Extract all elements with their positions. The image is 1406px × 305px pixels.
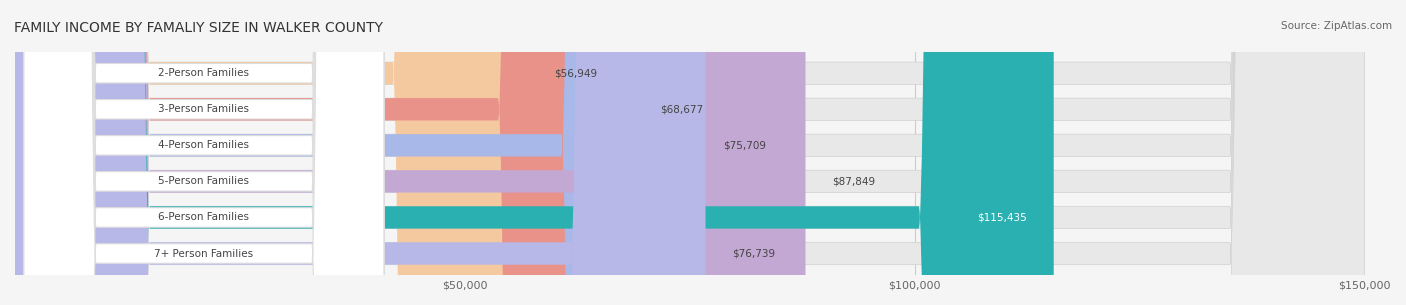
FancyBboxPatch shape	[15, 0, 1365, 305]
Text: $56,949: $56,949	[554, 68, 598, 78]
FancyBboxPatch shape	[24, 0, 384, 305]
Text: $75,709: $75,709	[723, 140, 766, 150]
FancyBboxPatch shape	[24, 0, 384, 305]
FancyBboxPatch shape	[24, 0, 384, 305]
FancyBboxPatch shape	[15, 0, 527, 305]
FancyBboxPatch shape	[15, 0, 1365, 305]
FancyBboxPatch shape	[15, 0, 1053, 305]
Text: 3-Person Families: 3-Person Families	[159, 104, 249, 114]
Text: $87,849: $87,849	[832, 176, 876, 186]
Text: $68,677: $68,677	[659, 104, 703, 114]
Text: $115,435: $115,435	[977, 213, 1026, 222]
Text: $76,739: $76,739	[733, 249, 776, 259]
Text: FAMILY INCOME BY FAMALIY SIZE IN WALKER COUNTY: FAMILY INCOME BY FAMALIY SIZE IN WALKER …	[14, 21, 382, 35]
Text: 2-Person Families: 2-Person Families	[159, 68, 249, 78]
FancyBboxPatch shape	[15, 0, 633, 305]
FancyBboxPatch shape	[15, 0, 806, 305]
FancyBboxPatch shape	[24, 0, 384, 305]
Text: 5-Person Families: 5-Person Families	[159, 176, 249, 186]
FancyBboxPatch shape	[24, 0, 384, 305]
FancyBboxPatch shape	[15, 0, 1365, 305]
Text: 7+ Person Families: 7+ Person Families	[155, 249, 253, 259]
FancyBboxPatch shape	[15, 0, 1365, 305]
FancyBboxPatch shape	[15, 0, 706, 305]
FancyBboxPatch shape	[15, 0, 696, 305]
Text: 6-Person Families: 6-Person Families	[159, 213, 249, 222]
Text: 4-Person Families: 4-Person Families	[159, 140, 249, 150]
FancyBboxPatch shape	[15, 0, 1365, 305]
FancyBboxPatch shape	[24, 0, 384, 305]
FancyBboxPatch shape	[15, 0, 1365, 305]
Text: Source: ZipAtlas.com: Source: ZipAtlas.com	[1281, 21, 1392, 31]
